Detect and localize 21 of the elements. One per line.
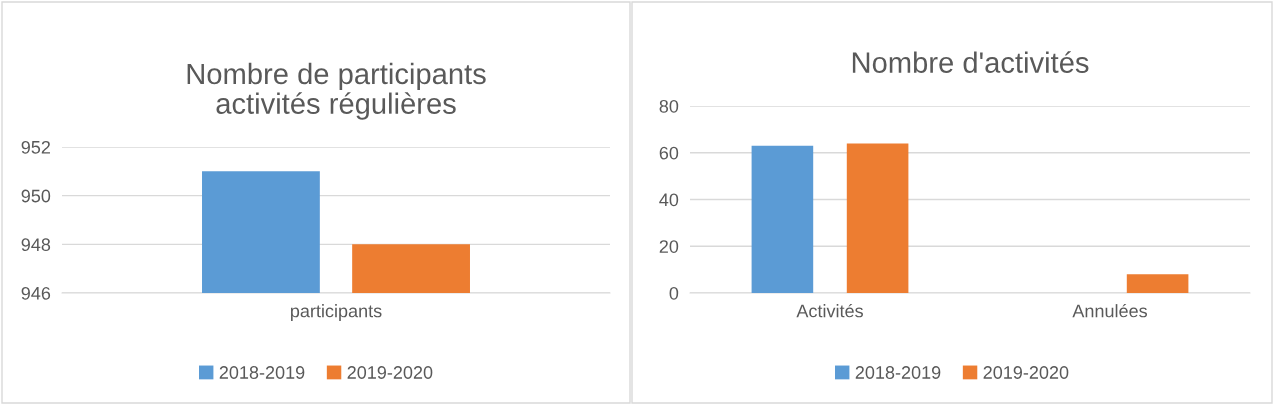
legend-label: 2018-2019: [219, 366, 305, 379]
y-tick-label: 60: [659, 146, 679, 160]
y-tick-label: 80: [659, 99, 679, 113]
bar: [1126, 274, 1189, 293]
legend-label: 2018-2019: [855, 366, 941, 379]
y-tick-label: 946: [21, 286, 51, 300]
y-tick-label: 952: [21, 140, 50, 154]
legend-label: 2019-2020: [347, 366, 433, 379]
y-tick-label: 950: [21, 189, 51, 203]
x-tick-label: Activités: [796, 303, 863, 318]
y-tick-label: 40: [659, 193, 679, 207]
chart-title: Nombre de participants activités régulières: [187, 62, 486, 120]
bar: [751, 145, 814, 293]
y-tick-label: 948: [21, 238, 51, 252]
y-tick-label: 20: [659, 240, 679, 253]
bar: [846, 143, 909, 293]
y-tick-label: 0: [669, 286, 679, 300]
legend-label: 2019-2020: [983, 366, 1069, 379]
x-tick-label: Annulées: [1072, 303, 1147, 318]
chart-title: Nombre d'activités: [852, 51, 1089, 73]
x-tick-label: participants: [291, 304, 382, 321]
